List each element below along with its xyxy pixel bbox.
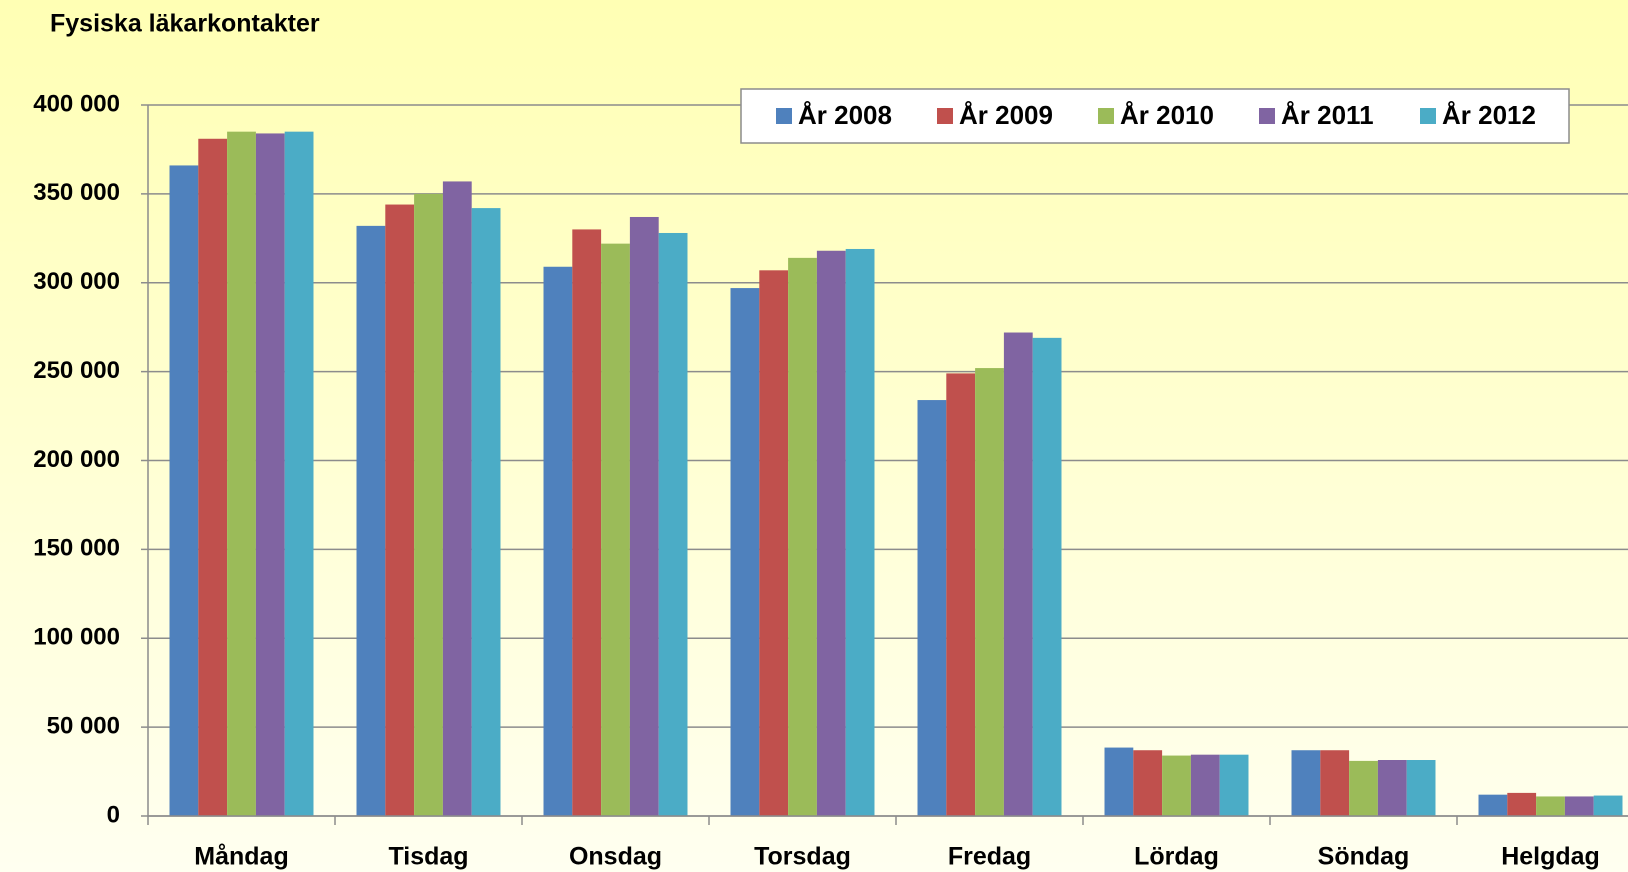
- chart-title: Fysiska läkarkontakter: [50, 10, 320, 38]
- bar: [1536, 796, 1565, 816]
- bar: [385, 204, 415, 817]
- bar: [1032, 337, 1062, 816]
- legend-swatch: [1420, 108, 1436, 124]
- bar: [284, 131, 314, 817]
- bar: [975, 368, 1004, 816]
- legend-label: År 2010: [1120, 100, 1214, 130]
- bar: [629, 216, 659, 817]
- y-tick-label: 200 000: [33, 446, 120, 473]
- bar: [1564, 796, 1594, 816]
- bar: [356, 225, 386, 816]
- bar: [1377, 760, 1407, 816]
- bar: [788, 257, 817, 816]
- bar: [1104, 747, 1134, 816]
- bar: [845, 248, 875, 817]
- bar: [1162, 755, 1191, 816]
- legend-label: År 2011: [1281, 100, 1374, 130]
- legend-label: År 2008: [798, 100, 892, 130]
- bar: [816, 250, 846, 816]
- bar: [1291, 750, 1321, 816]
- y-tick-label: 250 000: [33, 357, 120, 384]
- bar: [1349, 760, 1378, 816]
- x-tick-label: Tisdag: [388, 843, 468, 871]
- bar: [169, 165, 199, 816]
- y-tick-label: 350 000: [33, 179, 120, 206]
- bar: [658, 232, 688, 817]
- bar: [1003, 332, 1033, 816]
- bar: [198, 138, 228, 816]
- x-tick-label: Söndag: [1318, 843, 1410, 871]
- y-tick-label: 300 000: [33, 268, 120, 295]
- bar: [601, 243, 630, 816]
- bar: [1219, 754, 1249, 816]
- legend-swatch: [1098, 108, 1114, 124]
- x-tick-label: Helgdag: [1501, 843, 1600, 871]
- x-tick-label: Onsdag: [569, 843, 662, 871]
- bar: [1320, 750, 1350, 816]
- bar: [442, 181, 472, 816]
- y-tick-label: 400 000: [33, 90, 120, 117]
- bar: [917, 400, 947, 816]
- bar: [227, 131, 256, 817]
- x-tick-label: Torsdag: [754, 843, 851, 871]
- bar: [1406, 760, 1436, 816]
- y-tick-label: 150 000: [33, 535, 120, 562]
- bar: [1190, 754, 1220, 816]
- bar: [759, 270, 789, 816]
- bar: [543, 266, 573, 816]
- x-tick-label: Fredag: [948, 843, 1031, 871]
- y-tick-label: 50 000: [47, 712, 120, 739]
- bar: [1133, 750, 1163, 816]
- legend-swatch: [776, 108, 792, 124]
- x-tick-label: Lördag: [1134, 843, 1219, 871]
- legend-label: År 2012: [1442, 100, 1536, 130]
- bar: [255, 133, 285, 816]
- legend-label: År 2009: [959, 100, 1053, 130]
- x-tick-label: Måndag: [194, 843, 288, 871]
- bar: [471, 208, 501, 817]
- bar: [1593, 795, 1623, 816]
- bar: [946, 373, 976, 816]
- bar: [1478, 794, 1508, 816]
- y-tick-label: 0: [107, 801, 120, 828]
- bar: [1507, 792, 1537, 816]
- y-tick-label: 100 000: [33, 624, 120, 651]
- bar: [572, 229, 602, 817]
- legend-swatch: [937, 108, 953, 124]
- bar: [730, 288, 760, 816]
- legend-swatch: [1259, 108, 1275, 124]
- bar: [414, 193, 443, 816]
